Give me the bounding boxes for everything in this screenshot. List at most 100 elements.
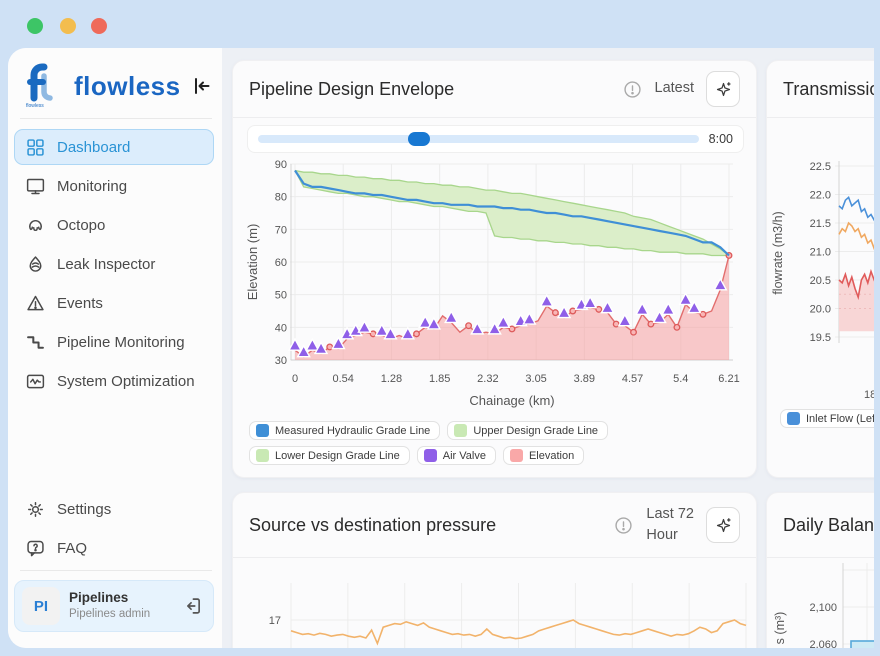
svg-text:3.89: 3.89 (574, 373, 595, 385)
svg-text:5.4: 5.4 (673, 373, 688, 385)
sidebar-item-pipeline-monitoring[interactable]: Pipeline Monitoring (14, 324, 214, 360)
svg-text:22.5: 22.5 (810, 161, 831, 173)
time-slider[interactable]: 8:00 (247, 125, 744, 153)
user-role: Pipelines admin (69, 608, 151, 621)
slider-handle[interactable] (408, 132, 430, 146)
air-valve-marker (296, 344, 311, 358)
pipeline-design-envelope-card: Pipeline Design Envelope Latest 8:00 90 8… (232, 60, 757, 478)
avatar: PI (22, 587, 60, 625)
transmission-flow-chart[interactable]: 22.5 22.0 21.5 21.0 20.5 20.0 19.5 flowrate (m3… (767, 61, 874, 478)
legend-swatch (423, 449, 437, 462)
legend-swatch (256, 449, 269, 462)
legend-item[interactable]: Lower Design Grade Line (249, 446, 410, 465)
legend-item[interactable]: Elevation (502, 446, 585, 465)
chart-legend: Measured Hydraulic Grade Line Upper Desig… (249, 421, 609, 465)
air-valve-marker (652, 309, 667, 324)
logout-icon[interactable] (181, 595, 203, 617)
window-titlebar (0, 0, 880, 48)
legend-swatch (509, 449, 523, 462)
svg-text:70: 70 (275, 224, 287, 236)
air-valve-marker (600, 300, 615, 314)
sidebar-item-dashboard[interactable]: Dashboard (14, 129, 214, 165)
svg-text:0.54: 0.54 (333, 373, 354, 385)
svg-text:flowless: flowless (26, 103, 44, 108)
sidebar-item-faq[interactable]: FAQ (14, 530, 214, 566)
daily-balance-chart[interactable]: 2,100 2,060 s (m³) (767, 493, 874, 648)
air-valve-marker (635, 301, 650, 315)
info-icon[interactable] (613, 515, 634, 536)
air-valve-marker (357, 319, 372, 333)
elevation-area (295, 255, 729, 360)
sidebar-item-octopo[interactable]: Octopo (14, 207, 214, 243)
pressure-line (290, 619, 747, 646)
sidebar-item-settings[interactable]: Settings (14, 491, 214, 527)
sidebar-item-label: Settings (57, 500, 112, 518)
svg-text:6.21: 6.21 (718, 373, 739, 385)
card-title: Transmission (783, 78, 874, 99)
flow-series-3-line (838, 268, 874, 301)
svg-text:21.0: 21.0 (810, 247, 831, 259)
svg-text:20.5: 20.5 (810, 275, 831, 287)
svg-text:2,100: 2,100 (809, 602, 837, 614)
sidebar-footer-divider (20, 570, 212, 571)
air-valve-marker (522, 311, 537, 325)
octopo-icon (25, 215, 46, 236)
leak-icon (25, 254, 46, 275)
time-range-label: Latest (654, 80, 695, 97)
sidebar-item-label: System Optimization (57, 372, 195, 390)
daily-balance-card: Daily Balance 2,100 2,060 s (m³) (766, 492, 874, 648)
sidebar-item-label: Monitoring (57, 177, 128, 195)
sidebar-divider (20, 118, 212, 119)
sidebar-item-events[interactable]: Events (14, 285, 214, 321)
user-name: Pipelines (69, 590, 129, 606)
svg-text:1.28: 1.28 (381, 373, 402, 385)
svg-text:19.5: 19.5 (810, 332, 831, 344)
air-valve-marker (661, 301, 676, 315)
design-envelope-chart[interactable]: 90 80 70 60 50 40 30 0 0.54 1.28 1.85 2.32 3.05 3.89 4… (233, 61, 757, 478)
sidebar-item-system-optimization[interactable]: System Optimization (14, 363, 214, 399)
y-axis-label: flowrate (m3/h) (771, 211, 785, 294)
sidebar-item-leak-inspector[interactable]: Leak Inspector (14, 246, 214, 282)
svg-text:20.0: 20.0 (810, 304, 831, 316)
sidebar-item-label: Octopo (57, 216, 106, 234)
svg-text:50: 50 (275, 290, 287, 302)
svg-text:1.85: 1.85 (429, 373, 450, 385)
legend-item[interactable]: Air Valve (416, 446, 496, 465)
transmission-card: Transmission 22.5 22.0 21.5 21.0 20.5 20.0 19.… (766, 60, 874, 478)
y-axis-label: Elevation (m) (245, 224, 260, 301)
legend-item[interactable]: Upper Design Grade Line (447, 421, 609, 440)
x-tick-label: 18:00 (864, 389, 874, 401)
svg-text:60: 60 (275, 257, 287, 269)
svg-text:2,060: 2,060 (809, 639, 837, 648)
ai-sparkle-button[interactable] (706, 507, 740, 543)
air-valve-marker (678, 292, 693, 306)
ai-sparkle-button[interactable] (706, 71, 740, 107)
flow-series-3-area (839, 271, 874, 332)
traffic-light-yellow-button[interactable] (60, 18, 76, 34)
svg-text:80: 80 (275, 192, 287, 204)
sidebar-item-label: Pipeline Monitoring (57, 333, 185, 351)
air-valve-marker (687, 300, 702, 314)
legend-item[interactable]: Measured Hydraulic Grade Line (249, 421, 441, 440)
air-valve-marker (305, 337, 320, 351)
legend-item[interactable]: Inlet Flow (Left) (780, 409, 874, 428)
upper-design-grade-line (294, 169, 730, 257)
traffic-light-green-button[interactable] (27, 18, 43, 34)
pressure-chart[interactable]: 17(bar) (233, 493, 757, 648)
air-valve-marker (470, 321, 485, 335)
info-icon[interactable] (622, 79, 643, 100)
events-icon (25, 293, 46, 314)
air-valve-marker (556, 305, 572, 319)
system-icon (25, 371, 46, 392)
air-valve-marker (331, 336, 346, 350)
sidebar-item-label: Leak Inspector (57, 255, 156, 273)
svg-text:2.32: 2.32 (477, 373, 498, 385)
sidebar-collapse-button[interactable] (190, 74, 214, 98)
user-account-card[interactable]: PI Pipelines Pipelines admin (14, 580, 214, 632)
slider-track[interactable] (258, 132, 699, 146)
sidebar-item-monitoring[interactable]: Monitoring (14, 168, 214, 204)
faq-icon (25, 538, 46, 559)
flow-series-2-line (838, 221, 874, 251)
traffic-light-red-button[interactable] (91, 18, 107, 34)
svg-text:4.57: 4.57 (622, 373, 643, 385)
